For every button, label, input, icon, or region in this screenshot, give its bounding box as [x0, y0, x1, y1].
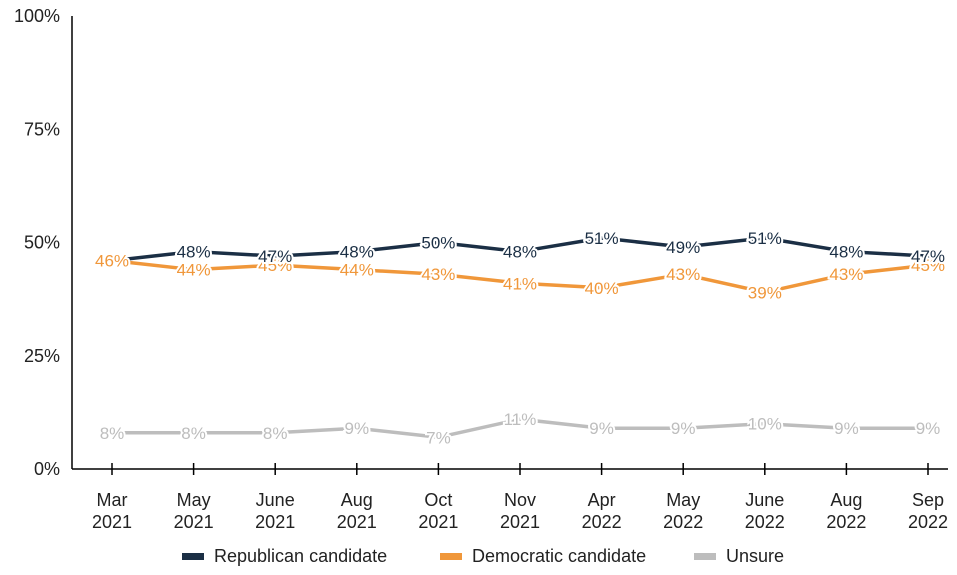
x-tick-label-month: Oct [424, 490, 452, 510]
data-label: 46% [95, 252, 129, 271]
y-tick-label: 25% [24, 346, 60, 366]
data-label: 9% [834, 419, 859, 438]
x-tick-label-month: June [256, 490, 295, 510]
data-label: 48% [340, 243, 374, 262]
legend-entry: Unsure [726, 546, 784, 566]
legend-swatch [440, 553, 462, 560]
x-tick-label-month: June [745, 490, 784, 510]
data-label: 9% [345, 419, 370, 438]
x-tick-label-month: May [177, 490, 211, 510]
x-tick-label-year: 2021 [255, 512, 295, 532]
data-label: 11% [504, 410, 537, 429]
data-label: 9% [916, 419, 941, 438]
data-label: 48% [829, 243, 863, 262]
y-tick-label: 100% [14, 6, 60, 26]
x-tick-label-year: 2021 [92, 512, 132, 532]
data-label: 44% [340, 261, 374, 280]
data-label: 45% [911, 256, 945, 275]
x-tick-label-year: 2022 [908, 512, 948, 532]
x-tick-label-month: Mar [97, 490, 128, 510]
data-label: 51% [748, 229, 782, 248]
data-label: 10% [748, 415, 782, 434]
data-label: 47% [911, 247, 945, 266]
data-label: 40% [585, 279, 619, 298]
x-tick-label-year: 2021 [418, 512, 458, 532]
x-tick-label-month: May [666, 490, 700, 510]
x-tick-label-month: Nov [504, 490, 536, 510]
legend-entry: Republican candidate [214, 546, 387, 566]
x-tick-label-month: Aug [830, 490, 862, 510]
data-label: 41% [503, 274, 537, 293]
legend-swatch [182, 553, 204, 560]
data-label: 48% [177, 243, 211, 262]
data-label: 50% [421, 234, 455, 253]
data-label: 39% [748, 283, 782, 302]
data-label: 7% [426, 428, 451, 447]
x-tick-label-year: 2021 [500, 512, 540, 532]
data-label: 8% [263, 424, 288, 443]
x-tick-label-year: 2021 [174, 512, 214, 532]
x-tick-label-month: Sep [912, 490, 944, 510]
data-label: 49% [666, 238, 700, 257]
y-tick-label: 50% [24, 233, 60, 253]
data-label: 9% [589, 419, 614, 438]
data-label: 47% [258, 247, 292, 266]
x-tick-label-year: 2022 [745, 512, 785, 532]
data-label: 43% [829, 265, 863, 284]
x-tick-label-year: 2021 [337, 512, 377, 532]
x-tick-label-month: Apr [588, 490, 616, 510]
series-line-democratic-candidate [110, 258, 930, 295]
legend-swatch [694, 553, 716, 560]
legend-entry: Democratic candidate [472, 546, 646, 566]
series-line-unsure [110, 417, 930, 440]
y-tick-label: 75% [24, 119, 60, 139]
x-tick-label-year: 2022 [582, 512, 622, 532]
data-label: 9% [671, 419, 696, 438]
y-tick-label: 0% [34, 459, 60, 479]
data-label: 8% [100, 424, 125, 443]
data-label: 51% [585, 229, 619, 248]
x-tick-label-year: 2022 [663, 512, 703, 532]
data-label: 43% [666, 265, 700, 284]
data-label: 8% [181, 424, 206, 443]
data-label: 45% [258, 256, 292, 275]
data-label: 44% [177, 261, 211, 280]
data-label: 43% [421, 265, 455, 284]
data-label: 48% [503, 243, 537, 262]
x-tick-label-month: Aug [341, 490, 373, 510]
series-line-republican-candidate [110, 236, 930, 263]
x-tick-label-year: 2022 [826, 512, 866, 532]
